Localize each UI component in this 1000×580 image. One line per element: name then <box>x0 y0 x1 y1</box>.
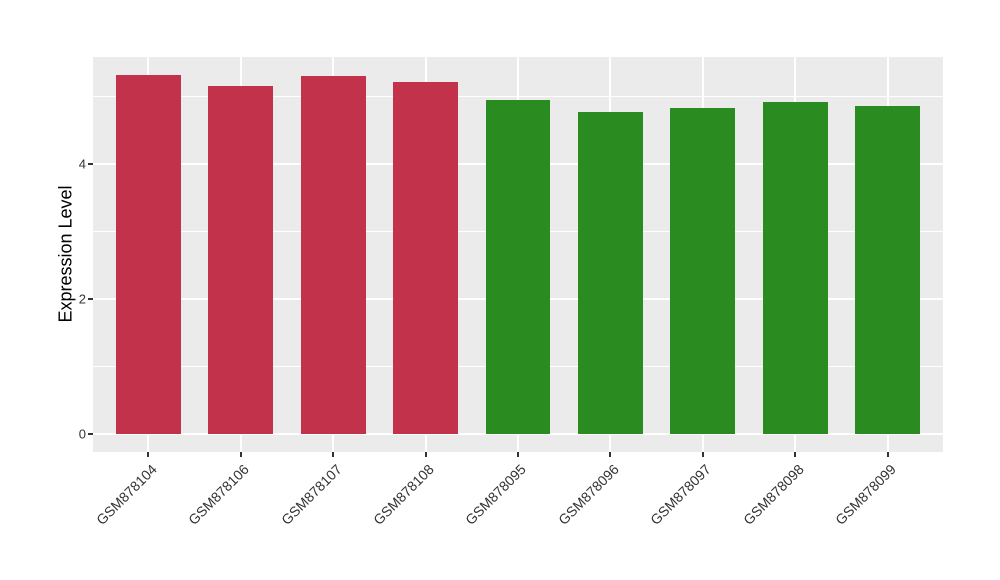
y-tick-label-0: 0 <box>78 426 86 442</box>
x-tick-label-GSM878108: GSM878108 <box>370 461 437 528</box>
x-tick-mark-GSM878095 <box>517 452 519 457</box>
x-tick-label-GSM878104: GSM878104 <box>92 461 160 528</box>
bar-GSM878096 <box>578 111 643 435</box>
y-tick-mark-0 <box>88 433 93 436</box>
x-tick-label-GSM878107: GSM878107 <box>277 461 345 528</box>
x-tick-mark-GSM878106 <box>239 452 242 457</box>
y-axis-title: Expression Level <box>55 185 76 323</box>
x-tick-mark-GSM878096 <box>609 452 612 457</box>
x-tick-label-GSM878106: GSM878106 <box>185 461 253 528</box>
x-tick-mark-GSM878107 <box>332 452 335 457</box>
plot-panel <box>93 57 943 452</box>
y-tick-mark-2 <box>88 298 93 301</box>
bar-GSM878104 <box>116 75 181 435</box>
bar-GSM878107 <box>300 75 366 435</box>
bar-GSM878099 <box>855 105 920 435</box>
x-tick-label-GSM878097: GSM878097 <box>647 461 715 528</box>
bar-GSM878095 <box>485 100 551 435</box>
x-tick-mark-GSM878099 <box>886 452 889 457</box>
x-tick-label-GSM878099: GSM878099 <box>831 461 899 528</box>
x-tick-label-GSM878096: GSM878096 <box>554 461 622 528</box>
x-tick-mark-GSM878098 <box>794 452 797 457</box>
y-tick-label-2: 2 <box>78 291 86 307</box>
bar-GSM878108 <box>393 81 458 435</box>
bar-GSM878106 <box>208 86 274 435</box>
bar-GSM878097 <box>670 108 736 435</box>
x-tick-mark-GSM878108 <box>424 452 427 457</box>
y-tick-mark-4 <box>88 163 93 166</box>
x-tick-mark-GSM878104 <box>147 452 150 457</box>
x-tick-label-GSM878098: GSM878098 <box>739 461 807 528</box>
x-tick-label-GSM878095: GSM878095 <box>462 461 530 528</box>
x-tick-mark-GSM878097 <box>701 452 704 457</box>
y-tick-label-4: 4 <box>78 156 86 172</box>
bar-GSM878098 <box>762 102 828 435</box>
